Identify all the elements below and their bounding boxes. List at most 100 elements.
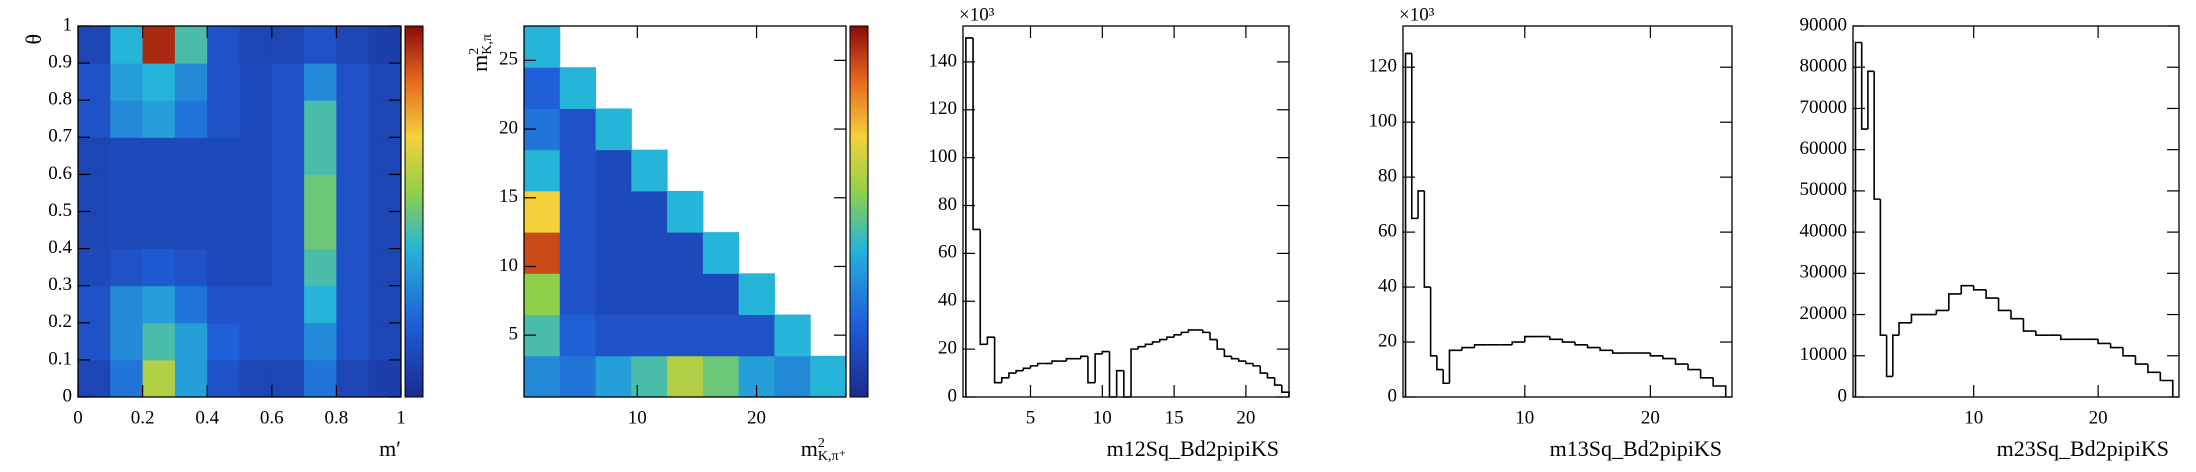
heatmap-cell [702, 232, 740, 274]
x-axis-label-sub: K,π⁺ [818, 449, 846, 464]
histogram-bin [1180, 331, 1189, 335]
heatmap-cell [78, 26, 111, 64]
y-tick-label: 0.4 [48, 237, 72, 258]
heatmap-cell [110, 211, 144, 250]
heatmap-cell [595, 149, 632, 192]
heatmap-cell [239, 248, 273, 287]
histogram-bin [2109, 343, 2124, 349]
heatmap-cell [304, 137, 337, 175]
histogram-bin [1008, 372, 1017, 378]
plot-frame [962, 25, 1290, 398]
y-tick-label: 60 [1378, 220, 1397, 241]
heatmap-cell [239, 285, 273, 324]
heatmap-cell [304, 100, 337, 138]
heatmap-cell [207, 322, 240, 361]
y-tick-label: 0.8 [48, 89, 72, 110]
heatmap-cell [368, 211, 402, 250]
histogram-bin [1879, 199, 1887, 336]
x-tick-label: 0.6 [260, 407, 284, 428]
y-tick-label: 10000 [1800, 344, 1848, 365]
histogram-bin [1094, 353, 1103, 383]
x-tick-label: 20 [747, 407, 766, 428]
histogram-bin [993, 337, 1002, 384]
y-tick-label: 0 [948, 385, 958, 406]
heatmap-cell [559, 67, 597, 109]
heatmap-cell [271, 211, 305, 250]
histogram-bin [2010, 310, 2024, 320]
color-bar [849, 25, 869, 398]
heatmap-cell [368, 285, 402, 324]
heatmap-cell [142, 100, 176, 138]
x-axis-label-sup: 2 [818, 436, 825, 451]
heatmap-cell [667, 232, 704, 274]
histogram-bin [1873, 71, 1881, 200]
heatmap-cell [524, 232, 561, 274]
heatmap-cell [207, 100, 240, 138]
histogram-bin [1065, 357, 1074, 362]
heatmap-cell [271, 248, 305, 287]
x-tick-label: 20 [1236, 407, 1255, 428]
heatmap-cell [78, 137, 111, 175]
heatmap-cell [559, 190, 597, 233]
histogram-bin [1404, 52, 1412, 397]
histogram-bin [2059, 335, 2074, 341]
y-tick-label: 20 [938, 337, 957, 358]
histogram-bin [1202, 329, 1211, 334]
heatmap-cell [595, 108, 632, 151]
histogram-bin [1687, 364, 1701, 371]
heatmap-cell [142, 211, 176, 250]
heatmap-cell [631, 314, 668, 357]
y-tick-label: 100 [929, 146, 958, 167]
histogram-bin [2134, 355, 2148, 365]
heatmap-cell [368, 26, 402, 64]
histogram-bin [986, 336, 995, 345]
histogram-bin [1960, 284, 1974, 294]
heatmap-cell [336, 100, 370, 138]
histogram-bin [1022, 367, 1031, 371]
histogram-bin [1885, 335, 1893, 378]
histogram-bin [1898, 322, 1912, 336]
histogram-bin [1216, 339, 1225, 350]
y-tick-label: 20 [1378, 330, 1397, 351]
histogram-bin [1130, 348, 1139, 397]
heatmap-cell [239, 63, 273, 101]
y-tick-label: 80000 [1800, 56, 1848, 77]
plot-frame [523, 25, 847, 398]
heatmap-cell [174, 100, 208, 138]
heatmap-cell [368, 63, 402, 101]
heatmap-cell [239, 137, 273, 175]
heatmap-cell [304, 285, 337, 324]
y-tick-label: 140 [929, 50, 958, 71]
heatmap-cell [368, 248, 402, 287]
histogram-bin [1997, 298, 2012, 312]
y-tick-label: 0 [1838, 385, 1848, 406]
histogram-bin [1712, 377, 1727, 397]
histogram-bin [1461, 346, 1475, 351]
heatmap-cell [368, 100, 402, 138]
heatmap-cell [174, 322, 208, 361]
histogram-bin [2097, 339, 2111, 345]
heatmap-cell [239, 174, 273, 212]
x-tick-label: 10 [1093, 407, 1112, 428]
y-tick-label: 50000 [1800, 179, 1848, 200]
heatmap-cell [207, 285, 240, 324]
heatmap-cell [110, 100, 144, 138]
histogram-bin [1511, 341, 1525, 345]
heatmap-cell [336, 248, 370, 287]
heatmap-cell [702, 314, 740, 357]
y-tick-label: 25 [499, 49, 518, 70]
heatmap-cell [207, 174, 240, 212]
histogram-bin [1423, 190, 1431, 288]
heatmap-cell [174, 26, 208, 64]
histogram-bin [1586, 344, 1601, 349]
histogram-bin [1029, 365, 1038, 369]
y-tick-label: 0.7 [48, 126, 72, 147]
heatmap-cell [142, 248, 176, 287]
heatmap-cell [559, 273, 597, 316]
heatmap-cell [207, 248, 240, 287]
y-tick-label: 0.2 [48, 311, 72, 332]
histogram-bin [1101, 350, 1110, 354]
heatmap-cell [174, 137, 208, 175]
histogram-bin [1854, 41, 1862, 397]
